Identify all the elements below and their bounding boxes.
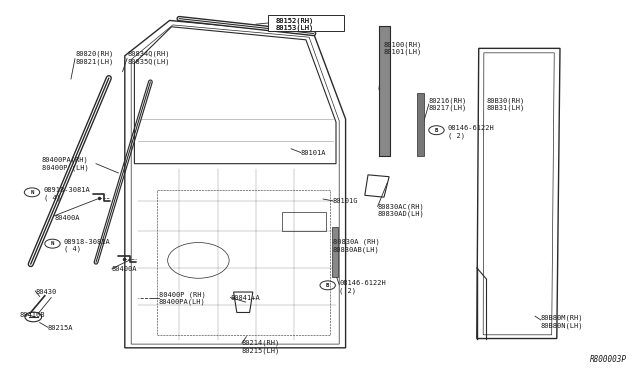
Bar	[417, 93, 424, 156]
Text: B: B	[435, 128, 438, 133]
Bar	[379, 26, 390, 156]
Text: 80101A: 80101A	[301, 150, 326, 155]
Text: 80B80M(RH)
80B80N(LH): 80B80M(RH) 80B80N(LH)	[541, 315, 583, 329]
Text: 80830AC(RH)
80830AD(LH): 80830AC(RH) 80830AD(LH)	[378, 203, 424, 217]
Text: 80400A: 80400A	[54, 215, 80, 221]
Text: 08918-3081A
( 4): 08918-3081A ( 4)	[44, 187, 90, 201]
Text: 80101G: 80101G	[333, 198, 358, 204]
Bar	[332, 227, 338, 277]
Text: N: N	[51, 241, 54, 246]
Text: N: N	[30, 190, 34, 195]
Text: 80216(RH)
80217(LH): 80216(RH) 80217(LH)	[429, 97, 467, 111]
Text: 80152(RH)
80153(LH): 80152(RH) 80153(LH)	[275, 17, 314, 31]
Text: 80152(RH)
80153(LH): 80152(RH) 80153(LH)	[275, 17, 314, 31]
Text: 08146-6122H
( 2): 08146-6122H ( 2)	[339, 280, 386, 294]
Text: 80841+A: 80841+A	[230, 295, 260, 301]
Text: 80215A: 80215A	[48, 325, 74, 331]
Text: 80410B: 80410B	[19, 312, 45, 318]
Text: 80834Q(RH)
80835Q(LH): 80834Q(RH) 80835Q(LH)	[128, 51, 170, 65]
Text: 80B30(RH)
80B31(LH): 80B30(RH) 80B31(LH)	[486, 97, 525, 111]
Text: B: B	[326, 283, 330, 288]
Text: 80400PA(RH)
80400P (LH): 80400PA(RH) 80400P (LH)	[42, 157, 88, 171]
Text: 08146-6122H
( 2): 08146-6122H ( 2)	[448, 125, 495, 139]
Text: 80400P (RH)
80400PA(LH): 80400P (RH) 80400PA(LH)	[159, 291, 205, 305]
Text: 80400A: 80400A	[112, 266, 138, 272]
Text: 08918-3081A
( 4): 08918-3081A ( 4)	[64, 239, 111, 252]
Text: 80820(RH)
80821(LH): 80820(RH) 80821(LH)	[76, 51, 114, 65]
Text: R800003P: R800003P	[590, 355, 627, 364]
Text: 80100(RH)
80101(LH): 80100(RH) 80101(LH)	[384, 41, 422, 55]
Text: 80430: 80430	[35, 289, 56, 295]
FancyBboxPatch shape	[268, 15, 344, 31]
Text: 80214(RH)
80215(LH): 80214(RH) 80215(LH)	[242, 340, 280, 354]
Text: 80830A (RH)
80830AB(LH): 80830A (RH) 80830AB(LH)	[333, 238, 380, 253]
